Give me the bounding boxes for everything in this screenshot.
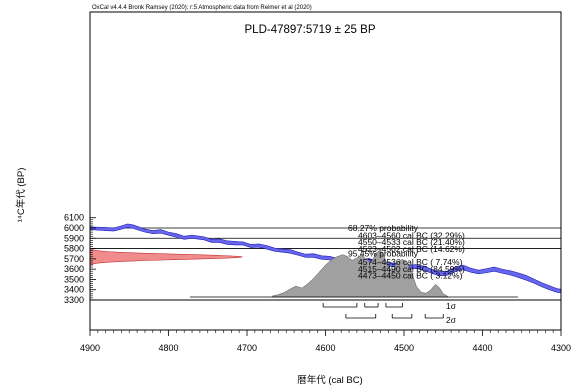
y-tick-label-1: 3400 [64,285,84,295]
y-axis-title: ¹⁴C年代 (BP) [15,168,27,223]
annotation-1: 68.27% probability [348,223,419,233]
x-tick-label-1: 4800 [158,343,178,353]
y-tick-label-0: 3300 [64,295,84,305]
x-tick-label-3: 4600 [315,343,335,353]
x-tick-label-2: 4700 [237,343,257,353]
x-tick-label-6: 4300 [551,343,571,353]
y-tick-label-2: 3500 [64,274,84,284]
x-tick-label-4: 4500 [394,343,414,353]
plot-area [89,223,562,319]
annotation-4: 4523–4502 cal BC (14.62%) [358,244,465,254]
measurement-distribution [89,248,243,266]
x-axis-title: 暦年代 (cal BC) [297,374,362,386]
y-tick-label-3: 3600 [64,264,84,274]
annotation-8: 4473–4450 cal BC ( 3.12%) [358,270,463,280]
x-tick-label-0: 4900 [80,343,100,353]
posterior-distribution [271,249,449,298]
y-tick-label-4: 5700 [64,254,84,264]
annotation-2: 4603–4560 cal BC (32.29%) [358,230,465,240]
chart-title: PLD-47897:5719 ± 25 BP [245,24,376,36]
y-tick-label-6: 5900 [64,233,84,243]
annotation-5: 95.45% probability [348,249,419,259]
annotation-6: 4574–4536 cal BC ( 7.74%) [358,257,463,267]
two-sigma-label: 2σ [446,315,457,325]
software-note: OxCal v4.4.4 Bronk Ramsey (2020); r:5 At… [92,5,312,11]
y-tick-label-5: 5800 [64,244,84,254]
annotation-7: 4515–4490 cal BC (84.59%) [358,264,465,274]
y-tick-label-7: 6000 [64,223,84,233]
y-tick-label-8: 6100 [64,213,84,223]
annotation-3: 4550–4533 cal BC (21.40%) [358,237,465,247]
one-sigma-label: 1σ [446,301,457,311]
x-tick-label-5: 4400 [472,343,492,353]
